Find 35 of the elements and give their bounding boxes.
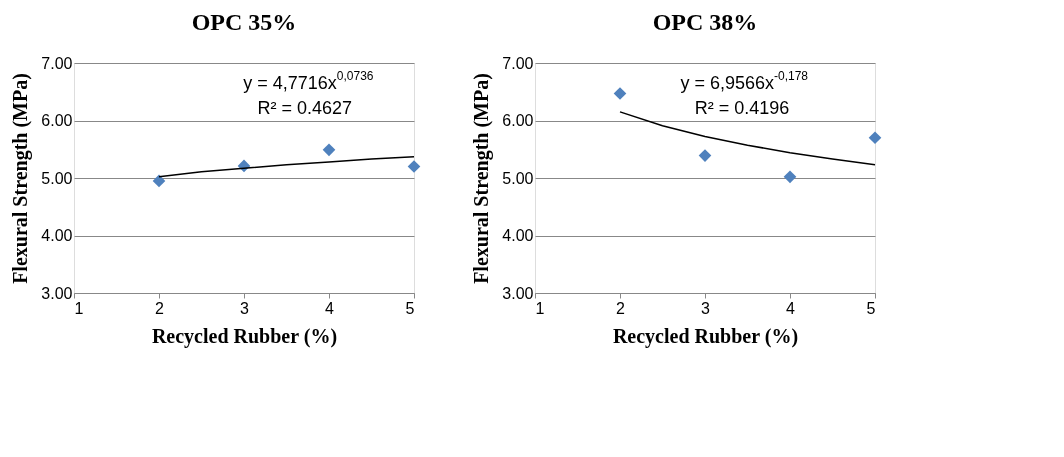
y-tick-label: 5.00 [502, 169, 534, 187]
y-tick-label: 4.00 [41, 227, 73, 244]
y-tick-label: 6.00 [502, 112, 534, 129]
y-tick-label: 3.00 [502, 284, 534, 302]
point [698, 149, 712, 162]
x-tick-label: 5 [405, 299, 415, 317]
point [152, 174, 166, 188]
x-tick-label: 2 [616, 299, 626, 317]
x-tick-label: 1 [535, 299, 545, 317]
chart-title: OPC 38% [652, 9, 758, 35]
y-tick-label: 6.00 [41, 112, 73, 129]
y-tick-label: 7.00 [502, 54, 534, 72]
y-axis-title: Flexural Strength (MPa) [9, 73, 33, 284]
y-tick-label: 3.00 [41, 284, 73, 302]
point [407, 160, 421, 173]
x-tick-label: 2 [155, 299, 165, 317]
y-tick-label: 5.00 [41, 169, 73, 187]
point [783, 170, 797, 184]
x-tick-label: 5 [866, 299, 876, 317]
x-axis-title: Recycled Rubber (%) [151, 324, 338, 348]
x-tick-label: 4 [786, 299, 796, 317]
point [322, 143, 336, 157]
annotation: R² = 0.4627 [257, 98, 353, 118]
x-tick-label: 3 [701, 299, 711, 317]
x-axis-title: Recycled Rubber (%) [612, 324, 799, 348]
y-axis-title: Flexural Strength (MPa) [470, 73, 494, 284]
x-tick-label: 3 [240, 299, 250, 317]
annotation: R² = 0.4196 [694, 98, 790, 118]
point [613, 87, 627, 100]
x-tick-label: 1 [74, 299, 84, 317]
x-tick-label: 4 [325, 299, 335, 317]
y-tick-label: 4.00 [502, 227, 534, 244]
y-tick-label: 7.00 [41, 54, 73, 72]
point [868, 131, 882, 145]
chart-title: OPC 35% [191, 9, 297, 35]
